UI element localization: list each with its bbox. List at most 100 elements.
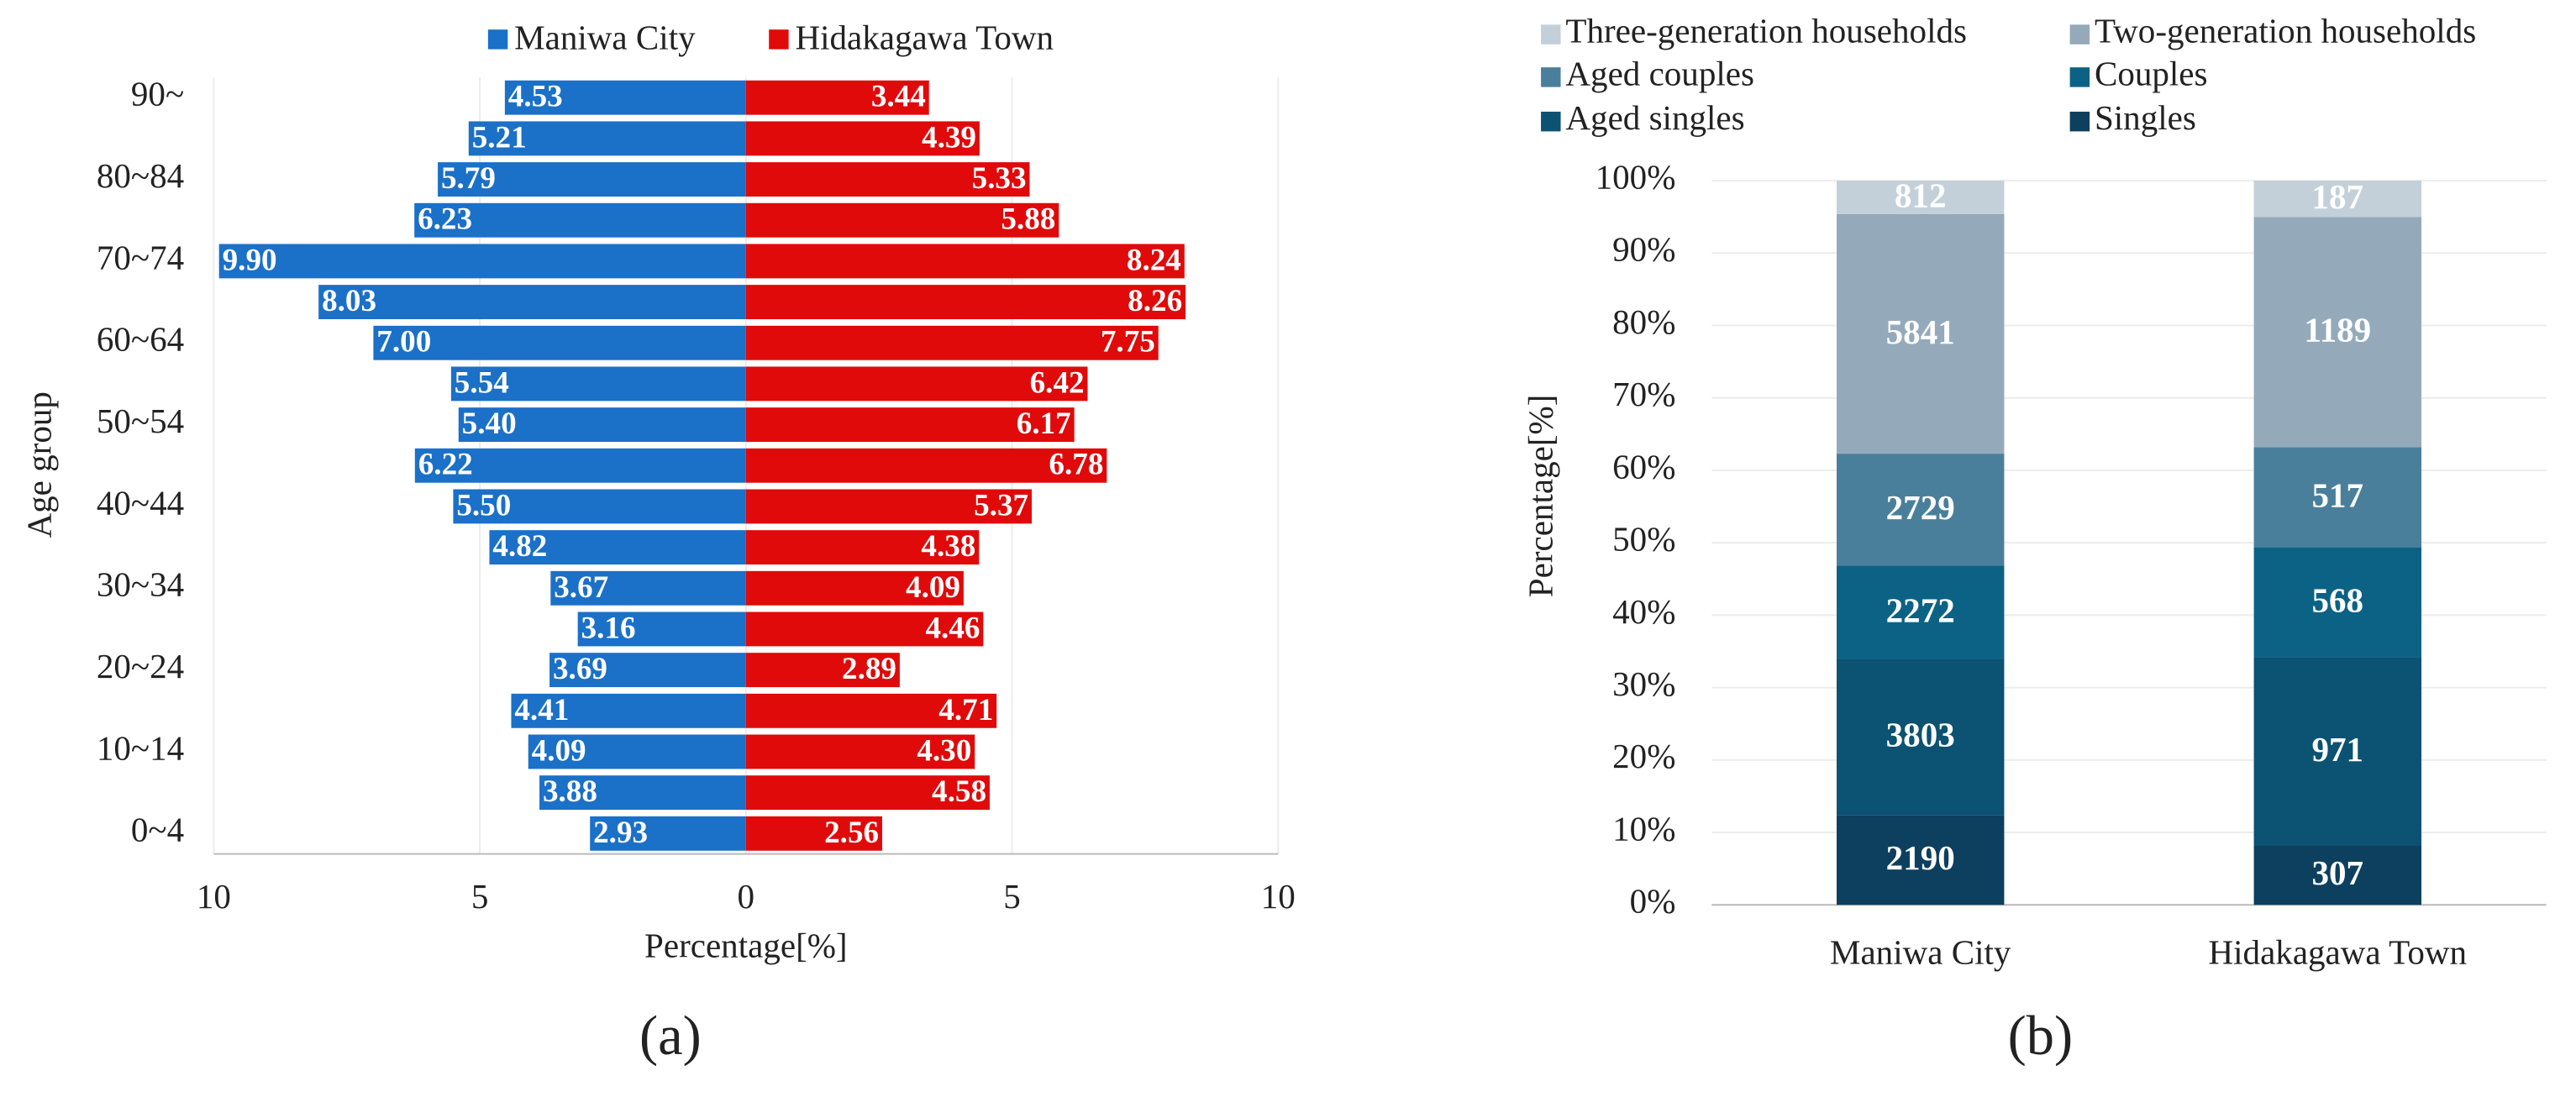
value-label: 3.67 xyxy=(554,570,608,605)
bar-segment xyxy=(2253,657,2422,846)
y-tick-label: 20~24 xyxy=(97,647,184,685)
y-tick-label: 70% xyxy=(1612,375,1675,413)
bar xyxy=(745,80,929,115)
y-tick-label: 0~4 xyxy=(131,811,184,849)
value-label: 5.37 xyxy=(974,488,1028,522)
bar-segment xyxy=(1837,659,2005,816)
y-tick-label: 80~84 xyxy=(97,156,184,195)
value-label: 517 xyxy=(2312,475,2364,514)
value-label: 2.89 xyxy=(842,652,896,686)
bar xyxy=(373,325,746,360)
bar-segment xyxy=(1837,181,2005,214)
value-label: 8.03 xyxy=(322,284,376,318)
value-label: 187 xyxy=(2312,177,2364,216)
value-label: 8.24 xyxy=(1127,243,1181,277)
legend-swatch xyxy=(769,29,789,50)
bar xyxy=(745,244,1185,279)
bar xyxy=(745,816,882,851)
bar-segment xyxy=(2253,217,2422,448)
value-label: 6.17 xyxy=(1017,407,1071,441)
value-label: 2.93 xyxy=(593,816,648,850)
value-label: 5.88 xyxy=(1001,202,1055,237)
y-tick-label: 50~54 xyxy=(97,402,184,440)
legend-label: Aged couples xyxy=(1565,54,1754,92)
legend-swatch xyxy=(487,29,508,50)
bar xyxy=(528,734,746,769)
bar xyxy=(590,816,746,851)
bar xyxy=(489,530,746,565)
value-label: 2190 xyxy=(1886,838,1955,877)
bar xyxy=(318,285,746,320)
y-tick-label: 40% xyxy=(1612,592,1675,631)
value-label: 8.26 xyxy=(1128,284,1182,318)
bar-segment xyxy=(2253,845,2422,905)
y-tick-label: 30~34 xyxy=(97,565,184,604)
bar-segment xyxy=(1837,213,2005,454)
value-label: 5.21 xyxy=(472,120,527,155)
legend-swatch xyxy=(2069,24,2090,45)
bar xyxy=(745,325,1159,360)
bar xyxy=(218,244,746,279)
y-tick-label: 10~14 xyxy=(97,728,184,767)
bar xyxy=(414,202,746,238)
bar xyxy=(745,734,975,769)
value-label: 6.23 xyxy=(418,202,472,237)
value-label: 307 xyxy=(2312,853,2364,892)
value-label: 6.42 xyxy=(1030,365,1085,400)
value-label: 4.09 xyxy=(906,570,960,605)
y-tick-label: 30% xyxy=(1612,664,1675,703)
bar xyxy=(577,611,746,647)
legend-label: Three-generation households xyxy=(1565,11,1967,50)
bar-segment xyxy=(2253,181,2422,218)
bar xyxy=(453,489,746,524)
caption: (a) xyxy=(639,1005,702,1067)
caption: (b) xyxy=(2008,1005,2074,1067)
legend-label: Maniwa City xyxy=(514,18,696,56)
bar xyxy=(468,121,746,156)
x-tick-label: 10 xyxy=(1261,877,1296,916)
y-tick-label: 80% xyxy=(1612,302,1675,341)
x-tick-label: 10 xyxy=(197,877,231,916)
bar-segment xyxy=(2253,547,2422,658)
legend-swatch xyxy=(2069,111,2090,132)
bar xyxy=(414,448,746,483)
bar xyxy=(550,570,746,606)
value-label: 812 xyxy=(1895,176,1947,214)
value-label: 5.50 xyxy=(456,488,511,522)
bar-segment xyxy=(2253,447,2422,548)
legend-label: Two-generation households xyxy=(2095,11,2476,50)
bar xyxy=(745,366,1088,402)
bar xyxy=(458,407,746,443)
y-tick-label: 100% xyxy=(1596,157,1676,196)
bar xyxy=(438,162,746,197)
value-label: 4.58 xyxy=(932,774,986,809)
bar xyxy=(745,775,990,811)
bar xyxy=(539,775,746,811)
value-label: 4.82 xyxy=(492,529,547,564)
bar xyxy=(504,80,746,115)
value-label: 5.33 xyxy=(972,161,1027,196)
value-label: 3803 xyxy=(1886,716,1955,754)
legend-swatch xyxy=(1541,67,1561,87)
bar xyxy=(745,407,1075,443)
value-label: 5.79 xyxy=(441,161,496,196)
x-axis-title: Percentage[%] xyxy=(644,926,848,964)
bar xyxy=(745,448,1107,483)
x-tick-label: Hidakagawa Town xyxy=(2209,932,2468,971)
bar xyxy=(450,366,746,402)
value-label: 4.46 xyxy=(925,611,980,645)
bar xyxy=(511,693,746,728)
value-label: 3.88 xyxy=(543,774,597,809)
bar xyxy=(549,653,746,688)
legend-label: Aged singles xyxy=(1565,98,1744,137)
bar-segment xyxy=(1837,815,2005,905)
value-label: 4.39 xyxy=(922,120,976,155)
bar xyxy=(745,530,980,565)
legend-label: Singles xyxy=(2095,98,2196,137)
bar xyxy=(745,489,1032,524)
value-label: 2729 xyxy=(1886,488,1955,527)
value-label: 4.71 xyxy=(938,693,993,727)
x-tick-label: 0 xyxy=(738,877,755,916)
legend-label: Couples xyxy=(2095,54,2208,92)
y-tick-label: 50% xyxy=(1612,520,1675,559)
